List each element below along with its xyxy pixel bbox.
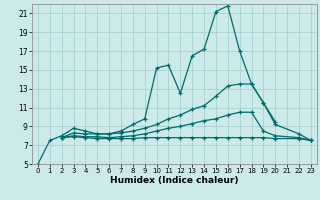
X-axis label: Humidex (Indice chaleur): Humidex (Indice chaleur) xyxy=(110,176,239,185)
